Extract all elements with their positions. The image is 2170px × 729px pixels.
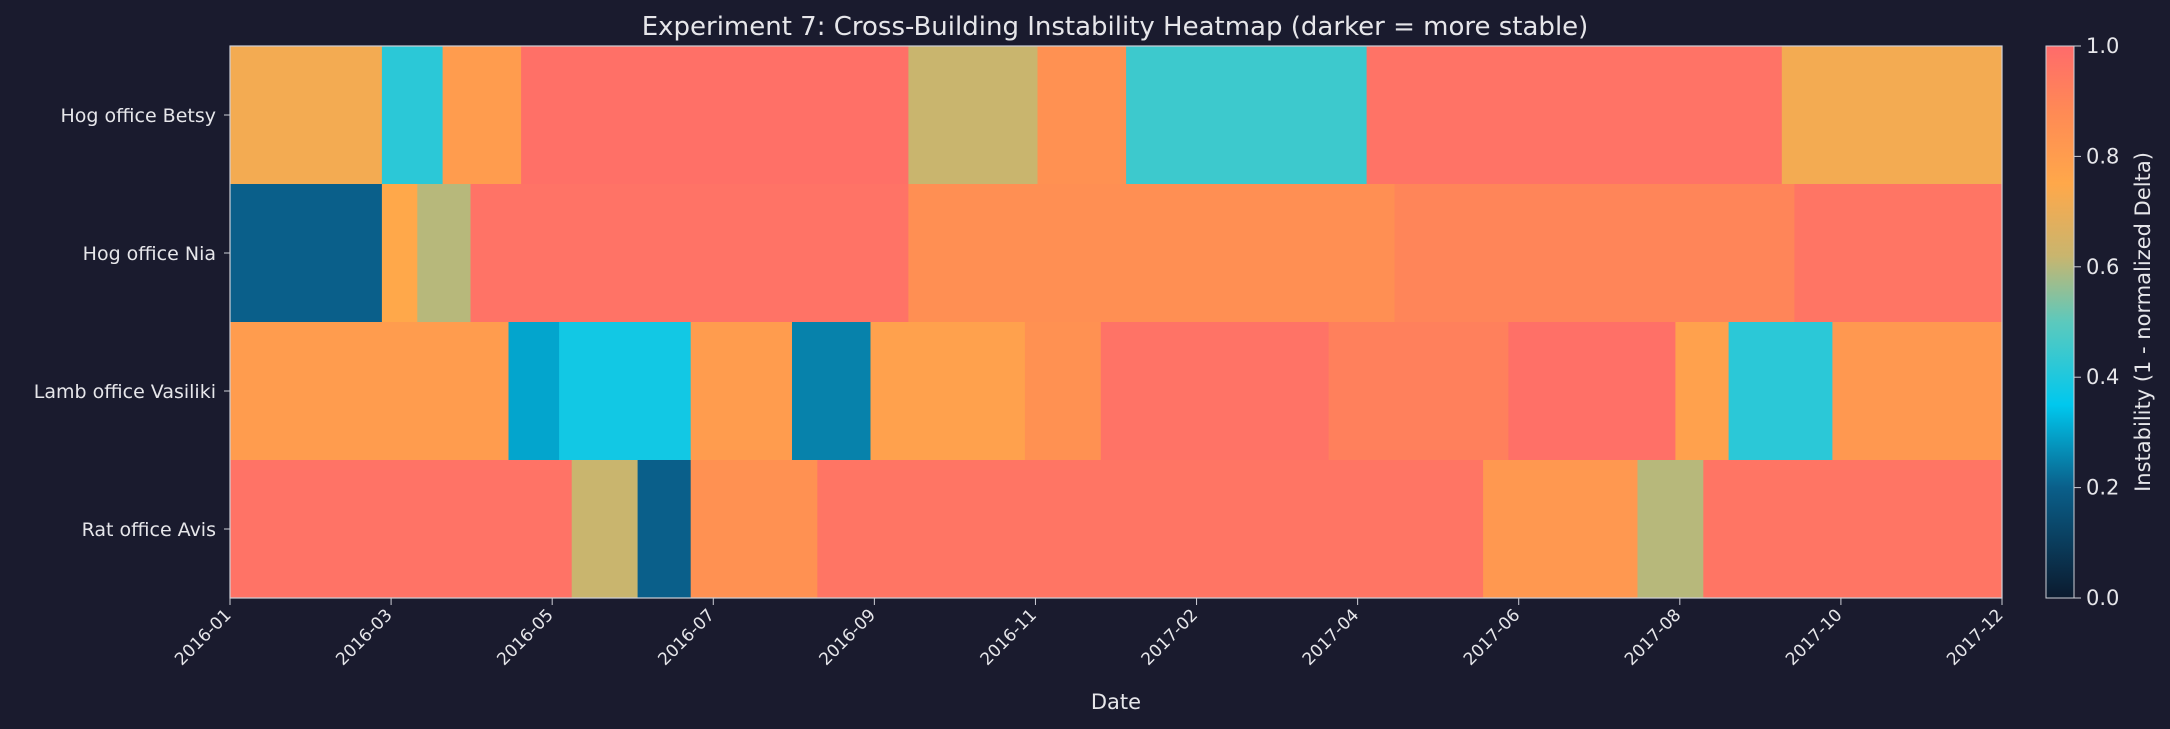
heatmap-cell-1-1	[381, 184, 418, 322]
x-tick-label: 2017-12	[1943, 605, 2007, 669]
heatmap-cell-2-11	[1728, 322, 1833, 460]
heatmap-cell-3-3	[690, 460, 818, 598]
heatmap-cell-3-2	[637, 460, 692, 598]
heatmap-cell-3-7	[1703, 460, 2003, 598]
heatmap-cell-3-1	[571, 460, 638, 598]
heatmap-cell-1-5	[1394, 184, 1795, 322]
heatmap-cell-2-9	[1508, 322, 1676, 460]
colorbar-tick-label: 0.4	[2086, 365, 2119, 389]
heatmap-cell-2-12	[1832, 322, 2003, 460]
plot-frame	[229, 45, 2003, 599]
colorbar-label: Instability (1 - normalized Delta)	[2131, 152, 2155, 492]
heatmap-cell-3-6	[1637, 460, 1704, 598]
y-axis: Hog office Betsy Hog office Nia Lamb offic…	[34, 105, 230, 541]
colorbar-ticks: 0.0 0.2 0.4 0.6 0.8 1.0	[2074, 34, 2119, 610]
colorbar-tick-label: 0.0	[2086, 586, 2119, 610]
heatmap-cell-0-0	[230, 46, 383, 184]
heatmap-cell-2-2	[559, 322, 692, 460]
colorbar-tick-label: 0.6	[2086, 255, 2119, 279]
heatmap-cell-1-2	[417, 184, 471, 322]
heatmap-cell-1-3	[470, 184, 909, 322]
colorbar-tick-label: 0.2	[2086, 476, 2119, 500]
x-tick-label: 2016-11	[977, 605, 1041, 669]
x-tick-label: 2016-03	[332, 605, 396, 669]
colorbar	[2045, 45, 2075, 599]
heatmap-cells	[230, 46, 2003, 598]
heatmap-cell-2-10	[1675, 322, 1730, 460]
heatmap-cell-3-5	[1483, 460, 1638, 598]
heatmap-cell-0-6	[1126, 46, 1368, 184]
x-tick-label: 2016-07	[654, 605, 718, 669]
x-tick-label: 2017-02	[1138, 605, 1202, 669]
heatmap-cell-0-1	[381, 46, 444, 184]
heatmap-cell-0-5	[1037, 46, 1127, 184]
x-axis-label: Date	[1091, 690, 1141, 714]
x-tick-label: 2016-01	[171, 605, 235, 669]
heatmap-cell-0-8	[1781, 46, 2003, 184]
heatmap-cell-2-5	[870, 322, 1026, 460]
heatmap-cell-1-0	[230, 184, 383, 322]
colorbar-tick-label: 0.8	[2086, 144, 2119, 168]
heatmap-cell-0-4	[908, 46, 1038, 184]
heatmap-cell-1-4	[908, 184, 1395, 322]
heatmap-cell-2-8	[1328, 322, 1509, 460]
heatmap-cell-1-6	[1794, 184, 2003, 322]
heatmap-cell-2-7	[1100, 322, 1330, 460]
heatmap-cell-0-7	[1366, 46, 1783, 184]
y-tick-label: Hog office Betsy	[61, 105, 217, 127]
y-tick-label: Hog office Nia	[83, 243, 216, 265]
heatmap-cell-2-1	[508, 322, 560, 460]
x-tick-label: 2017-10	[1782, 605, 1846, 669]
y-tick-label: Rat office Avis	[82, 519, 216, 541]
x-axis: 2016-01 2016-03 2016-05 2016-07 2016-09 2016-…	[171, 598, 2008, 670]
colorbar-tick-label: 1.0	[2086, 34, 2119, 58]
chart-title: Experiment 7: Cross-Building Instability…	[642, 12, 1589, 42]
y-tick-label: Lamb office Vasiliki	[34, 381, 216, 403]
x-tick-label: 2017-08	[1621, 605, 1685, 669]
heatmap-cell-3-0	[230, 460, 573, 598]
x-tick-label: 2017-06	[1460, 605, 1524, 669]
heatmap-cell-3-4	[817, 460, 1484, 598]
heatmap-cell-2-3	[690, 322, 793, 460]
heatmap-cell-2-0	[230, 322, 509, 460]
heatmap-cell-2-6	[1024, 322, 1102, 460]
heatmap-cell-0-3	[521, 46, 909, 184]
x-tick-label: 2016-05	[493, 605, 557, 669]
x-tick-label: 2016-09	[816, 605, 880, 669]
x-tick-label: 2017-04	[1299, 605, 1363, 669]
heatmap-cell-2-4	[792, 322, 871, 460]
heatmap-cell-0-2	[442, 46, 522, 184]
